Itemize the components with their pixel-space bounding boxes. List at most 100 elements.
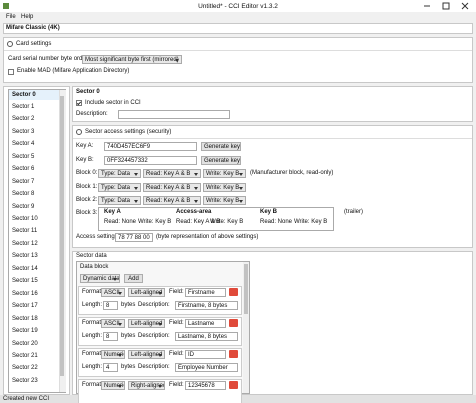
description-input[interactable]: Lastname, 8 bytes: [175, 332, 238, 341]
window-title: Untitled* - CCI Editor v1.3.2: [198, 2, 278, 10]
generate-button[interactable]: Generate key: [201, 142, 241, 151]
sector-item[interactable]: Sector 22: [12, 365, 38, 372]
length-input[interactable]: 8: [103, 301, 118, 310]
collapse-icon[interactable]: [76, 129, 82, 135]
sector-item[interactable]: Sector 18: [12, 315, 38, 322]
remove-button[interactable]: [229, 381, 238, 389]
description-input[interactable]: Employee Number: [175, 363, 238, 372]
sector-item[interactable]: Sector 9: [12, 203, 35, 210]
sector-item[interactable]: Sector 20: [12, 340, 38, 347]
maximize-icon[interactable]: [442, 2, 450, 10]
sector-item[interactable]: Sector 8: [12, 191, 35, 198]
read-select[interactable]: Read: Key A & B: [143, 169, 201, 178]
write-select[interactable]: Write: Key B: [203, 182, 246, 192]
collapse-icon[interactable]: [7, 41, 13, 47]
scroll-thumb: [244, 264, 248, 314]
sector-item[interactable]: Sector 11: [12, 228, 38, 235]
read-select[interactable]: Read: Key A & B: [143, 182, 201, 192]
length-input[interactable]: 4: [103, 363, 118, 372]
mode-select[interactable]: Dynamic data: [80, 274, 120, 283]
type-select[interactable]: Type: Data: [98, 182, 141, 192]
read-select[interactable]: Read: Key A & B: [143, 196, 201, 205]
sector-item[interactable]: Sector 0: [12, 91, 36, 98]
menu-item[interactable]: File: [6, 14, 16, 20]
align-select[interactable]: Left-aligned: [128, 319, 165, 328]
block-note: (Manufacturer block, read-only): [250, 170, 334, 176]
sector-item[interactable]: Sector 4: [12, 141, 35, 148]
field-label: Length:: [82, 302, 103, 308]
sector-item[interactable]: Sector 7: [12, 178, 35, 185]
key-input[interactable]: 0FF324457332: [104, 156, 197, 165]
type-select[interactable]: Type: Data: [98, 169, 141, 178]
sector-item[interactable]: Sector 23: [12, 377, 38, 384]
generate-button[interactable]: Generate key: [201, 156, 241, 165]
add-button[interactable]: Add: [124, 274, 143, 283]
remove-button[interactable]: [229, 319, 238, 327]
sector-item[interactable]: Sector 2: [12, 116, 35, 123]
section-title: Card settings: [16, 40, 52, 47]
section-title: Sector access settings (security): [85, 128, 172, 135]
sector-item[interactable]: Sector 6: [12, 166, 35, 173]
scrollbar: [243, 262, 249, 393]
byte-order-select[interactable]: Most significant byte first (mirrored): [82, 55, 182, 64]
field-input[interactable]: Lastname: [185, 319, 226, 328]
field-label: Format:: [82, 382, 103, 388]
length-input[interactable]: 8: [103, 332, 118, 341]
description-input[interactable]: Firstname, 8 bytes: [175, 301, 238, 310]
sector-item[interactable]: Sector 19: [12, 328, 38, 335]
trailer-write: Write: Key B: [210, 219, 244, 225]
sector-item[interactable]: Sector 16: [12, 290, 38, 297]
type-select[interactable]: Type: Data: [98, 196, 141, 205]
format-select[interactable]: ASCII: [101, 288, 125, 297]
write-select[interactable]: Write: Key B: [203, 169, 246, 178]
remove-button[interactable]: [229, 350, 238, 358]
align-select[interactable]: Left-aligned: [128, 288, 165, 297]
field-input[interactable]: Firstname: [185, 288, 226, 297]
block-label: Block 2:: [76, 197, 98, 203]
sector-item[interactable]: Sector 13: [12, 253, 38, 260]
block-label: Block 3:: [76, 210, 98, 216]
sector-item[interactable]: Sector 15: [12, 278, 38, 285]
status-text: Created new CCI: [3, 395, 50, 402]
align-select[interactable]: Left-aligned: [128, 350, 165, 359]
block-label: Block 0:: [76, 170, 98, 176]
field-label: Field:: [169, 289, 184, 295]
format-select[interactable]: Numeric: [101, 350, 125, 359]
mad-checkbox[interactable]: [8, 68, 14, 75]
title-bar: [0, 0, 476, 12]
trailer-read: Read: Key A & B: [176, 219, 221, 225]
sector-item[interactable]: Sector 10: [12, 216, 38, 222]
menu-item[interactable]: Help: [21, 14, 34, 20]
remove-button[interactable]: [229, 288, 238, 296]
sector-item[interactable]: Sector 12: [12, 240, 38, 247]
sector-item[interactable]: Sector 3: [12, 128, 35, 135]
field-input[interactable]: ID: [185, 350, 226, 359]
sector-item[interactable]: Sector 14: [12, 265, 38, 272]
block-note: (trailer): [344, 209, 363, 215]
description-input[interactable]: [118, 110, 230, 119]
app-icon: [3, 3, 9, 9]
sector-list: [8, 89, 66, 393]
close-icon[interactable]: [461, 2, 469, 10]
field-label: Length:: [82, 364, 103, 370]
field-input[interactable]: 12345678: [185, 381, 226, 390]
trailer-read: Read: None: [104, 219, 137, 225]
include-checkbox[interactable]: [76, 100, 82, 106]
trailer-column-title: Access-area: [176, 209, 212, 215]
checkbox-label: Include sector in CCI: [85, 99, 141, 106]
data-block-title: Data block: [80, 264, 109, 270]
sector-item[interactable]: Sector 21: [12, 352, 38, 359]
sector-item[interactable]: Sector 1: [12, 103, 35, 110]
trailer-box: [98, 207, 334, 231]
sector-item[interactable]: Sector 5: [12, 153, 35, 160]
write-select[interactable]: Write: Key B: [203, 196, 246, 205]
key-input[interactable]: 740D457EC6F9: [104, 142, 197, 151]
format-select[interactable]: ASCII: [101, 319, 125, 328]
card-tab: [3, 23, 473, 34]
field-label: Length:: [82, 333, 103, 339]
sector-item[interactable]: Sector 17: [12, 303, 38, 310]
field-label: Format:: [82, 289, 103, 295]
format-select[interactable]: Numeric: [101, 381, 125, 390]
align-select[interactable]: Right-aligned: [128, 381, 165, 390]
access-bytes-input[interactable]: 78 77 88 00: [115, 233, 153, 242]
